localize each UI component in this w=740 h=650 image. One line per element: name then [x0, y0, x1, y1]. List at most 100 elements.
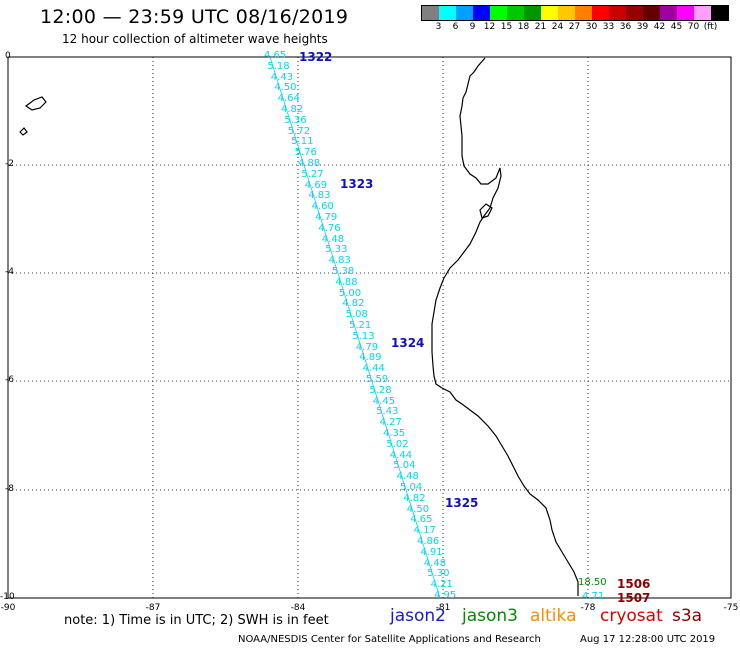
- legend-label: 70: [687, 22, 700, 32]
- longitude-tick: -78: [580, 603, 596, 613]
- wave-height-value: 5.08: [345, 309, 368, 321]
- longitude-tick: -84: [290, 603, 306, 613]
- wave-height-value: 5.02: [386, 438, 409, 450]
- wave-height-value: 4.82: [403, 492, 426, 504]
- legend-swatch: [439, 6, 456, 20]
- wave-height-value: 4.82: [342, 298, 365, 310]
- legend-swatch: [711, 6, 728, 20]
- legend-label: 15: [500, 22, 513, 32]
- legend-swatch: [490, 6, 507, 20]
- wave-height-value: 4.27: [379, 417, 402, 429]
- map-grid: [8, 57, 731, 598]
- wave-height-value: 5.11: [291, 136, 314, 148]
- wave-height-value: 4.43: [270, 71, 294, 83]
- legend-swatch: [575, 6, 592, 20]
- map-subtitle: 12 hour collection of altimeter wave hei…: [62, 32, 328, 46]
- wave-height-color-legend: [421, 5, 729, 21]
- legend-swatch: [524, 6, 541, 20]
- jason2-pass-label: 1325: [445, 496, 479, 510]
- wave-height-value: 5.27: [301, 168, 324, 180]
- s3a-pass-label-1: 1506: [617, 577, 651, 591]
- satellite-legend-cryosat: cryosat: [600, 606, 663, 626]
- legend-swatch: [473, 6, 490, 20]
- longitude-tick: -90: [0, 603, 16, 613]
- wave-height-value: 4.65: [264, 50, 287, 61]
- wave-height-value: 4.44: [362, 363, 385, 375]
- latitude-tick: 0: [5, 51, 11, 61]
- wave-height-value: 4.35: [383, 428, 406, 439]
- wave-height-value: 4.83: [328, 255, 351, 267]
- latitude-tick: -8: [5, 484, 14, 494]
- wave-height-value: 4.65: [410, 514, 433, 526]
- wave-height-value: 4.17: [413, 525, 436, 537]
- latitude-tick: -2: [5, 159, 14, 169]
- legend-label: 9: [469, 22, 476, 32]
- wave-height-value: 5.18: [267, 60, 290, 72]
- legend-label: 24: [551, 22, 564, 32]
- wave-height-value: 4.88: [298, 158, 321, 169]
- wave-height-value: 4.79: [355, 341, 379, 353]
- legend-label: 39: [636, 22, 649, 32]
- wave-height-value: 4.79: [315, 212, 338, 223]
- legend-label: (ft): [703, 22, 718, 32]
- legend-label: 45: [670, 22, 683, 32]
- longitude-tick: -87: [145, 603, 161, 613]
- jason3-coastal-value: 18.50: [578, 577, 607, 588]
- satellite-legend-jason2: jason2: [390, 606, 446, 626]
- wave-height-value: 5.76: [294, 147, 317, 159]
- wave-height-value: 4.76: [318, 222, 341, 234]
- wave-height-value: 4.89: [359, 352, 382, 364]
- wave-height-value: 4.50: [406, 503, 430, 515]
- latitude-tick: -4: [5, 267, 14, 277]
- legend-label: 18: [517, 22, 530, 32]
- legend-swatch: [643, 6, 660, 20]
- wave-height-value: 4.21: [430, 579, 453, 591]
- wave-height-value: 4.83: [308, 190, 331, 202]
- wave-height-value: 4.69: [304, 179, 328, 191]
- legend-swatch: [660, 6, 677, 20]
- legend-swatch: [541, 6, 558, 20]
- footer-credit: NOAA/NESDIS Center for Satellite Applica…: [238, 634, 541, 645]
- wave-height-value: 4.91: [420, 546, 443, 558]
- wave-height-value: 4.48: [423, 557, 447, 569]
- wave-height-value: 4.44: [389, 449, 413, 461]
- wave-height-value: 4.82: [281, 104, 304, 115]
- wave-height-value: 4.50: [274, 82, 297, 94]
- galapagos-islet: [19, 127, 28, 136]
- wave-height-value: 4.64: [277, 93, 300, 105]
- wave-height-value: 5.33: [325, 244, 348, 256]
- longitude-tick: -81: [435, 603, 451, 613]
- legend-swatch: [677, 6, 694, 20]
- jason2-ground-track: [269, 56, 441, 599]
- wave-height-value: 5.38: [332, 266, 355, 277]
- legend-label: 3: [435, 22, 442, 32]
- wave-height-value: 5.13: [352, 330, 375, 342]
- wave-height-value: 4.88: [335, 276, 358, 288]
- wave-height-value: 4.95: [434, 590, 457, 601]
- legend-label: 36: [619, 22, 632, 32]
- s3a-pass-label-2: 1507: [617, 591, 651, 605]
- footer-timestamp: Aug 17 12:28:00 UTC 2019: [580, 634, 716, 645]
- legend-label: 21: [534, 22, 547, 32]
- satellite-legend-altika: altika: [530, 606, 577, 626]
- wave-height-value: 5.28: [369, 384, 392, 396]
- legend-swatch: [694, 6, 711, 20]
- legend-swatch: [592, 6, 609, 20]
- legend-swatch: [558, 6, 575, 20]
- satellite-legend-s3a: s3a: [672, 606, 703, 626]
- legend-label: 42: [653, 22, 666, 32]
- legend-label: 12: [483, 22, 496, 32]
- wave-height-value: 5.30: [427, 568, 450, 580]
- legend-swatch: [626, 6, 643, 20]
- jason2-pass-label: 1322: [299, 50, 333, 64]
- wave-height-value: 5.72: [287, 125, 311, 137]
- longitude-tick: -75: [723, 603, 739, 613]
- legend-label: 33: [602, 22, 615, 32]
- wave-height-value: 4.48: [321, 233, 345, 245]
- note-text: note: 1) Time is in UTC; 2) SWH is in fe…: [64, 613, 329, 628]
- latitude-tick: -10: [0, 592, 15, 602]
- gulf-island: [479, 203, 493, 219]
- legend-label: 30: [585, 22, 598, 32]
- legend-swatch: [609, 6, 626, 20]
- wave-height-value: 4.48: [396, 471, 419, 483]
